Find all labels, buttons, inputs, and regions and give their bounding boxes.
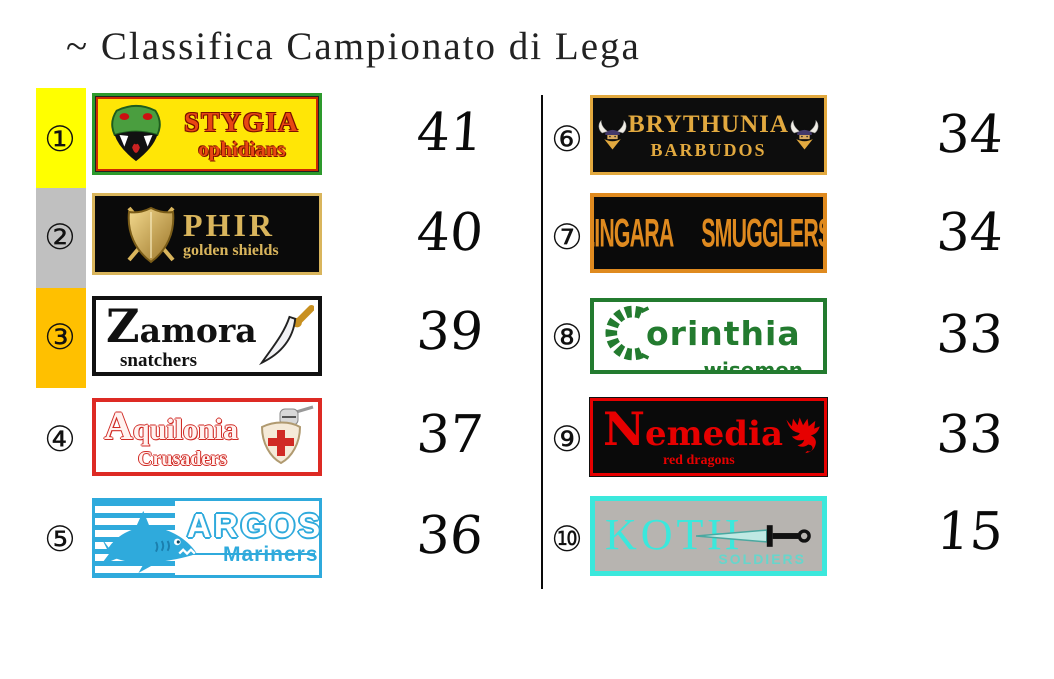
team-name: Zamora (106, 298, 257, 353)
team-logo-phir: PHIR golden shields (92, 193, 322, 275)
rank-badge-3: ③ (44, 318, 76, 358)
team-score: 39 (414, 302, 486, 362)
team-logo-koth: KOTH soldiers (590, 496, 827, 576)
team-score: 33 (934, 405, 1006, 465)
team-name: orinthia (646, 313, 801, 353)
team-logo-argos: ARGOS Mariners (92, 498, 322, 578)
team-score: 34 (934, 203, 1006, 263)
sword-icon (696, 525, 811, 547)
medal-block-silver (36, 188, 86, 288)
team-logo-stygia: STYGIA ophidians (92, 93, 322, 175)
viking-head-icon (598, 119, 627, 150)
laurel-wreath-icon (605, 305, 650, 361)
rank-badge-6: ⑥ (551, 120, 583, 160)
team-name: ZINGARA (590, 208, 674, 256)
team-logo-aquilonia: Aquilonia Crusaders (92, 398, 322, 476)
team-subtitle: SMUGGLERS (701, 208, 827, 256)
team-subtitle: soldiers (718, 551, 806, 567)
mariners-line (191, 553, 315, 555)
team-name: STYGIA (184, 106, 300, 137)
team-score: 37 (414, 405, 486, 465)
team-score: 33 (934, 305, 1006, 365)
rank-badge-4: ④ (44, 420, 76, 460)
viking-head-icon (790, 119, 819, 150)
team-logo-zingara: ZINGARA SMUGGLERS (590, 193, 827, 273)
page-title: ~ Classifica Campionato di Lega (66, 25, 641, 68)
team-name: PHIR (183, 207, 275, 243)
team-subtitle: BARBUDOS (650, 139, 767, 160)
team-subtitle: Mariners (223, 543, 319, 566)
rank-badge-9: ⑨ (551, 420, 583, 460)
team-name: Aquilonia (104, 402, 238, 448)
team-subtitle: red dragons (663, 453, 735, 468)
team-score: 41 (414, 103, 486, 163)
team-logo-brythunia: BRYTHUNIA BARBUDOS (590, 95, 827, 175)
team-score: 40 (414, 203, 486, 263)
medal-block-gold (36, 88, 86, 188)
rank-badge-10: ⑩ (551, 520, 583, 560)
team-logo-corinthia: orinthia wisemen (590, 298, 827, 374)
column-divider (541, 95, 543, 589)
medal-block-bronze (36, 288, 86, 388)
team-name: Nemedia (603, 402, 784, 456)
rank-badge-8: ⑧ (551, 318, 583, 358)
red-dragon-icon (786, 417, 820, 454)
team-score: 34 (934, 105, 1006, 165)
rank-badge-7: ⑦ (551, 218, 583, 258)
team-name: BRYTHUNIA (628, 110, 789, 138)
rank-badge-5: ⑤ (44, 520, 76, 560)
team-subtitle: ophidians (198, 136, 286, 161)
team-subtitle: wisemen (703, 358, 803, 374)
crusader-knight-icon (260, 405, 314, 465)
rank-badge-2: ② (44, 218, 76, 258)
team-name: ARGOS (187, 507, 322, 544)
team-subtitle: snatchers (120, 349, 198, 371)
snake-icon (111, 104, 161, 162)
dagger-icon (258, 304, 314, 366)
team-subtitle: golden shields (183, 242, 279, 259)
shark-icon (100, 510, 197, 574)
team-score: 15 (934, 502, 1006, 562)
team-logo-zamora: Zamora snatchers (92, 296, 322, 376)
team-subtitle: Crusaders (138, 447, 227, 470)
rank-badge-1: ① (44, 120, 76, 160)
team-score: 36 (414, 506, 486, 566)
shield-swords-icon (127, 206, 175, 264)
team-logo-nemedia: Nemedia red dragons (590, 398, 827, 476)
